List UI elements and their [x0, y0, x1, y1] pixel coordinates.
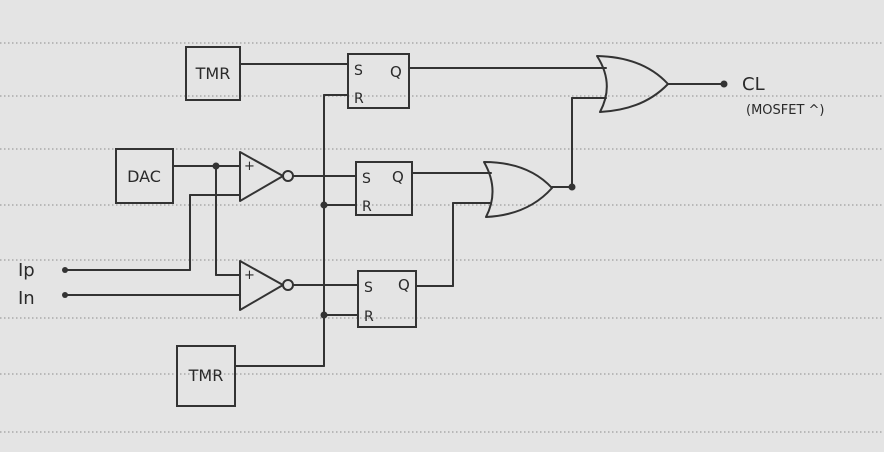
comp1-plus: + — [244, 159, 255, 174]
ruled-lines — [0, 42, 884, 433]
input-ip-label: Ip — [18, 260, 35, 281]
ff2-s-pin: S — [362, 171, 371, 187]
tmr-bottom-label: TMR — [188, 366, 224, 385]
or-gate-1 — [483, 161, 553, 218]
tmr-top-block: TMR — [185, 46, 241, 101]
dac-label: DAC — [127, 167, 161, 186]
input-in-label: In — [18, 288, 35, 309]
ff2-r-pin: R — [362, 199, 372, 215]
flipflop-2: S R Q — [355, 161, 413, 216]
comp2-plus: + — [244, 268, 255, 283]
ff1-q-pin: Q — [390, 63, 402, 81]
ff2-q-pin: Q — [392, 168, 404, 186]
dac-block: DAC — [115, 148, 174, 204]
comparator-2: + — [239, 260, 294, 311]
wires — [64, 63, 724, 367]
or-gate-2 — [596, 55, 669, 113]
tmr-top-label: TMR — [195, 64, 231, 83]
flipflop-1: S R Q — [347, 53, 410, 109]
ff3-r-pin: R — [364, 309, 374, 325]
flipflop-3: S R Q — [357, 270, 417, 328]
output-note: (MOSFET ^) — [746, 103, 825, 118]
output-cl-label: CL — [742, 74, 765, 95]
junctions — [62, 80, 728, 319]
ff3-s-pin: S — [364, 280, 373, 296]
tmr-bottom-block: TMR — [176, 345, 236, 407]
ff1-r-pin: R — [354, 91, 364, 107]
comparator-1: + — [239, 151, 294, 202]
ff3-q-pin: Q — [398, 276, 410, 294]
ff1-s-pin: S — [354, 63, 363, 79]
